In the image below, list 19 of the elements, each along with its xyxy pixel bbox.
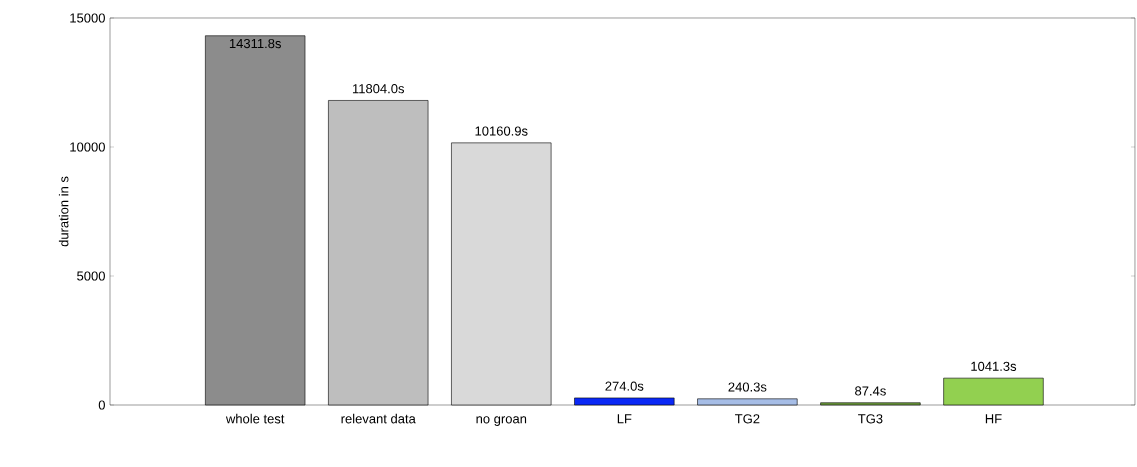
data-label: 11804.0s (352, 84, 405, 94)
y-tick-label: 0 (98, 400, 105, 410)
data-label: 274.0s (605, 381, 644, 391)
y-tick-label: 5000 (77, 271, 105, 281)
x-tick-label: LF (617, 414, 632, 424)
x-tick-label: HF (985, 414, 1002, 424)
data-label: 14311.8s (229, 38, 281, 49)
x-tick-label: whole test (225, 413, 285, 424)
x-tick-label: no groan (476, 416, 527, 426)
y-tick-label: 10000 (70, 142, 105, 152)
x-tick-label: relevant data (341, 413, 416, 424)
y-axis-title: duration in s (58, 176, 69, 247)
data-label: 1041.3s (971, 361, 1017, 371)
x-tick-label: TG2 (735, 414, 760, 424)
data-label: 10160.9s (475, 126, 528, 136)
data-label: 87.4s (855, 386, 886, 396)
data-label: 240.3s (728, 382, 767, 392)
y-tick-label: 15000 (70, 13, 105, 23)
x-tick-label: TG3 (858, 414, 883, 424)
